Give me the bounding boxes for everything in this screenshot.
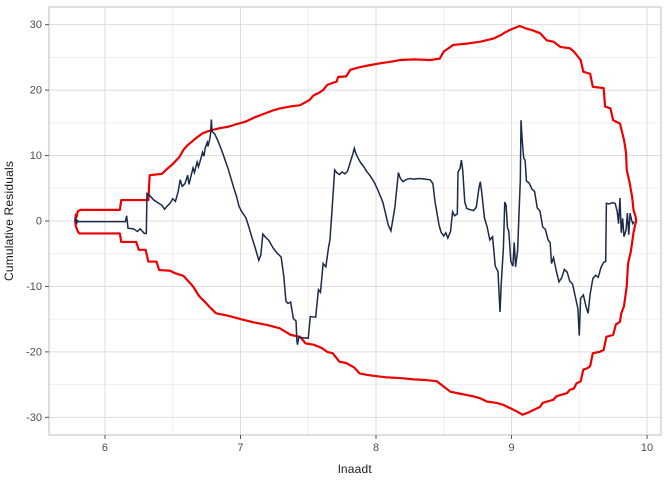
x-tick-label: 9 [508, 442, 514, 454]
x-tick-label: 8 [373, 442, 379, 454]
y-tick-label: -10 [26, 281, 42, 293]
y-tick-label: 0 [36, 216, 42, 228]
y-tick-label: 20 [30, 85, 42, 97]
y-tick-label: 30 [30, 19, 42, 31]
y-tick-label: -30 [26, 412, 42, 424]
envelope-line [74, 24, 638, 416]
x-axis-title: lnaadt [338, 462, 372, 476]
x-tick-label: 7 [237, 442, 243, 454]
y-tick-label: 10 [30, 150, 42, 162]
cumulative-residuals-line [74, 119, 635, 345]
y-axis-title: Cumulative Residuals [2, 160, 16, 282]
x-tick-label: 6 [102, 442, 108, 454]
x-tick-label: 10 [641, 442, 653, 454]
y-tick-label: -20 [26, 346, 42, 358]
